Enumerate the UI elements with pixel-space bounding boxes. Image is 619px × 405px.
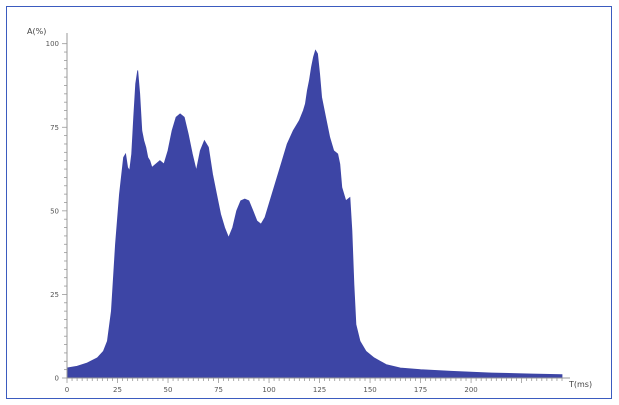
plot-area (66, 49, 563, 379)
y-tick-label: 75 (50, 124, 59, 132)
x-tick-label: 50 (164, 386, 173, 394)
chart-frame: 0 25 50 75 100 125 150 175 200 0 25 50 75 100 A(%) T(… (6, 6, 612, 399)
x-tick-label: 100 (262, 386, 275, 394)
x-tick-label: 150 (363, 386, 376, 394)
area-chart: 0 25 50 75 100 125 150 175 200 0 25 50 75 100 A(%) T(… (27, 27, 592, 394)
series-area (66, 49, 563, 379)
x-axis-label: T(ms) (568, 380, 592, 389)
x-tick-label: 125 (313, 386, 326, 394)
ticks: 0 25 50 75 100 125 150 175 200 0 25 50 75 100 (46, 40, 563, 394)
x-tick-label: 175 (414, 386, 427, 394)
x-tick-label: 25 (113, 386, 122, 394)
y-tick-label: 0 (55, 375, 59, 383)
x-tick-label: 0 (65, 386, 69, 394)
y-axis-label: A(%) (27, 27, 46, 36)
y-tick-label: 25 (50, 291, 59, 299)
y-tick-label: 100 (46, 40, 59, 48)
y-tick-label: 50 (50, 207, 59, 215)
x-tick-label: 75 (214, 386, 223, 394)
x-tick-label: 200 (464, 386, 477, 394)
